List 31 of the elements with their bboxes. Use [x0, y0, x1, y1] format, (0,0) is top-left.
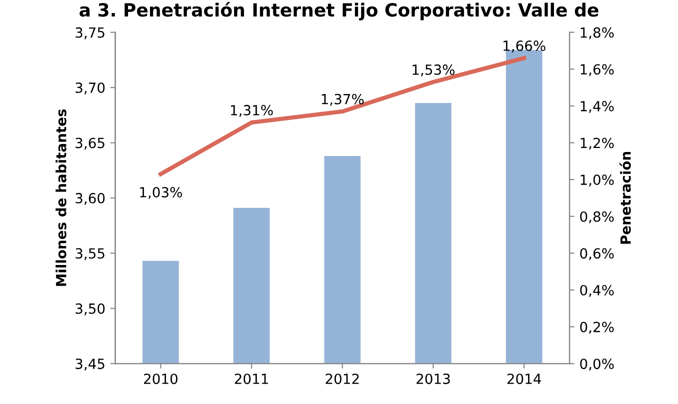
- y2-tick-label: 0,2%: [580, 322, 614, 334]
- y2-tick-label: 0,4%: [580, 284, 614, 297]
- y2-axis-title: Penetración: [620, 152, 631, 244]
- y-tick-label: 3,60: [76, 192, 105, 205]
- y2-tick-label: 0,8%: [580, 211, 614, 224]
- y-tick-label: 3,65: [76, 138, 104, 150]
- data-label: 1,31%: [231, 104, 273, 117]
- y-tick-label: 3,50: [76, 303, 105, 316]
- y2-tick-label: 1,8%: [580, 27, 614, 40]
- x-tick-label: 2012: [326, 374, 359, 384]
- y-tick-label: 3,45: [76, 358, 104, 370]
- y2-tick-label: 1,2%: [580, 138, 614, 150]
- data-label: 1,37%: [322, 94, 364, 106]
- data-label: 1,66%: [504, 40, 546, 52]
- y2-tick-label: 1,4%: [580, 100, 614, 113]
- x-tick-label: 2011: [234, 374, 268, 384]
- chart-title: a 3. Penetración Internet Fijo Corporativo: Valle de: [80, 2, 598, 20]
- x-tick-label: 2010: [144, 374, 178, 384]
- y-axis-title: Millones de habitantes: [56, 109, 66, 286]
- y2-tick-label: 0,0%: [580, 358, 614, 370]
- line-series: [158, 56, 526, 176]
- y-tick-label: 3,55: [76, 248, 104, 260]
- y-tick-label: 3,75: [76, 27, 104, 40]
- y2-tick-label: 1,0%: [580, 174, 614, 186]
- y2-tick-label: 0,6%: [580, 248, 614, 260]
- y2-tick-label: 1,6%: [580, 64, 614, 76]
- x-tick-label: 2013: [416, 374, 450, 384]
- y-tick-label: 3,70: [76, 82, 105, 94]
- x-tick-label: 2014: [507, 374, 541, 384]
- data-label: 1,03%: [140, 187, 182, 199]
- data-label: 1,53%: [412, 64, 455, 76]
